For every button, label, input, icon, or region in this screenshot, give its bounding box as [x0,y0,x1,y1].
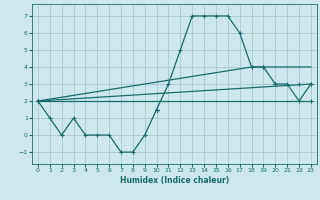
X-axis label: Humidex (Indice chaleur): Humidex (Indice chaleur) [120,176,229,185]
